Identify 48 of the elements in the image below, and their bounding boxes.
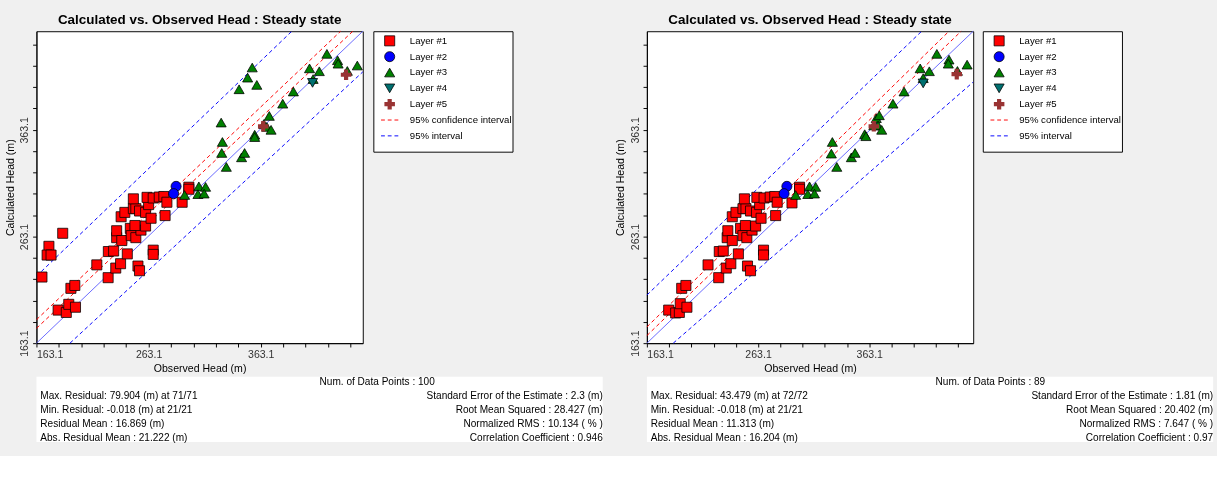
chart-title: Calculated vs. Observed Head : Steady state <box>668 12 952 28</box>
y-tick-label: 263.1 <box>18 223 31 251</box>
y-tick-label: 363.1 <box>628 116 641 144</box>
text: Root Mean Squared : 20.402 (m) <box>1066 403 1214 415</box>
legend-label: 95% confidence interval <box>409 113 512 125</box>
text: Residual Mean : 11.313 (m) <box>650 417 775 429</box>
text: Root Mean Squared : 28.427 (m) <box>455 403 603 415</box>
legend-label: Layer #4 <box>1019 82 1058 94</box>
text: Min. Residual: -0.018 (m) at 21/21 <box>650 403 804 415</box>
text: Correlation Coefficient : 0.946 <box>469 431 604 443</box>
legend-label: 95% confidence interval <box>1019 113 1121 125</box>
text: Abs. Residual Mean : 16.204 (m) <box>650 431 798 443</box>
legend-label: 95% interval <box>1019 129 1072 141</box>
text: Normalized RMS : 7.647 ( % ) <box>1079 417 1214 429</box>
x-axis-title: Observed Head (m) <box>764 362 857 375</box>
legend-label: Layer #1 <box>409 34 448 46</box>
x-tick-label: 163.1 <box>647 348 674 361</box>
legend-label: Layer #5 <box>409 98 448 110</box>
legend-label: Layer #1 <box>1019 34 1057 46</box>
text: Standard Error of the Estimate : 1.81 (m) <box>1031 389 1214 401</box>
text: Num. of Data Points : 89 <box>935 376 1046 388</box>
text: Residual Mean : 16.869 (m) <box>40 417 165 429</box>
legend-label: Layer #3 <box>409 66 448 78</box>
chart-title: Calculated vs. Observed Head : Steady state <box>57 12 342 28</box>
legend-label: 95% interval <box>409 129 463 141</box>
legend-label: Layer #4 <box>409 82 448 94</box>
y-tick-label: 263.1 <box>628 223 641 251</box>
text: Min. Residual: -0.018 (m) at 21/21 <box>40 403 193 415</box>
text: Abs. Residual Mean : 21.222 (m) <box>40 431 188 443</box>
y-tick-label: 363.1 <box>18 116 31 144</box>
x-tick-label: 263.1 <box>135 348 163 361</box>
x-tick-label: 363.1 <box>248 348 275 361</box>
text: Num. of Data Points : 100 <box>319 376 436 388</box>
x-tick-label: 163.1 <box>36 348 64 361</box>
legend-label: Layer #2 <box>409 50 448 62</box>
y-axis-title: Calculated Head (m) <box>3 139 16 237</box>
x-tick-label: 263.1 <box>745 348 772 361</box>
y-axis-title: Calculated Head (m) <box>614 139 627 237</box>
x-axis-title: Observed Head (m) <box>153 362 247 375</box>
legend-label: Layer #3 <box>1019 66 1057 78</box>
legend-label: Layer #2 <box>1019 50 1057 62</box>
text: Correlation Coefficient : 0.97 <box>1085 431 1214 443</box>
x-tick-label: 363.1 <box>856 348 884 361</box>
text: Max. Residual: 43.479 (m) at 72/72 <box>650 389 809 401</box>
text: Normalized RMS : 10.134 ( % ) <box>463 417 603 429</box>
text: Max. Residual: 79.904 (m) at 71/71 <box>40 389 198 401</box>
text: Standard Error of the Estimate : 2.3 (m) <box>426 389 603 401</box>
legend-label: Layer #5 <box>1019 98 1057 110</box>
